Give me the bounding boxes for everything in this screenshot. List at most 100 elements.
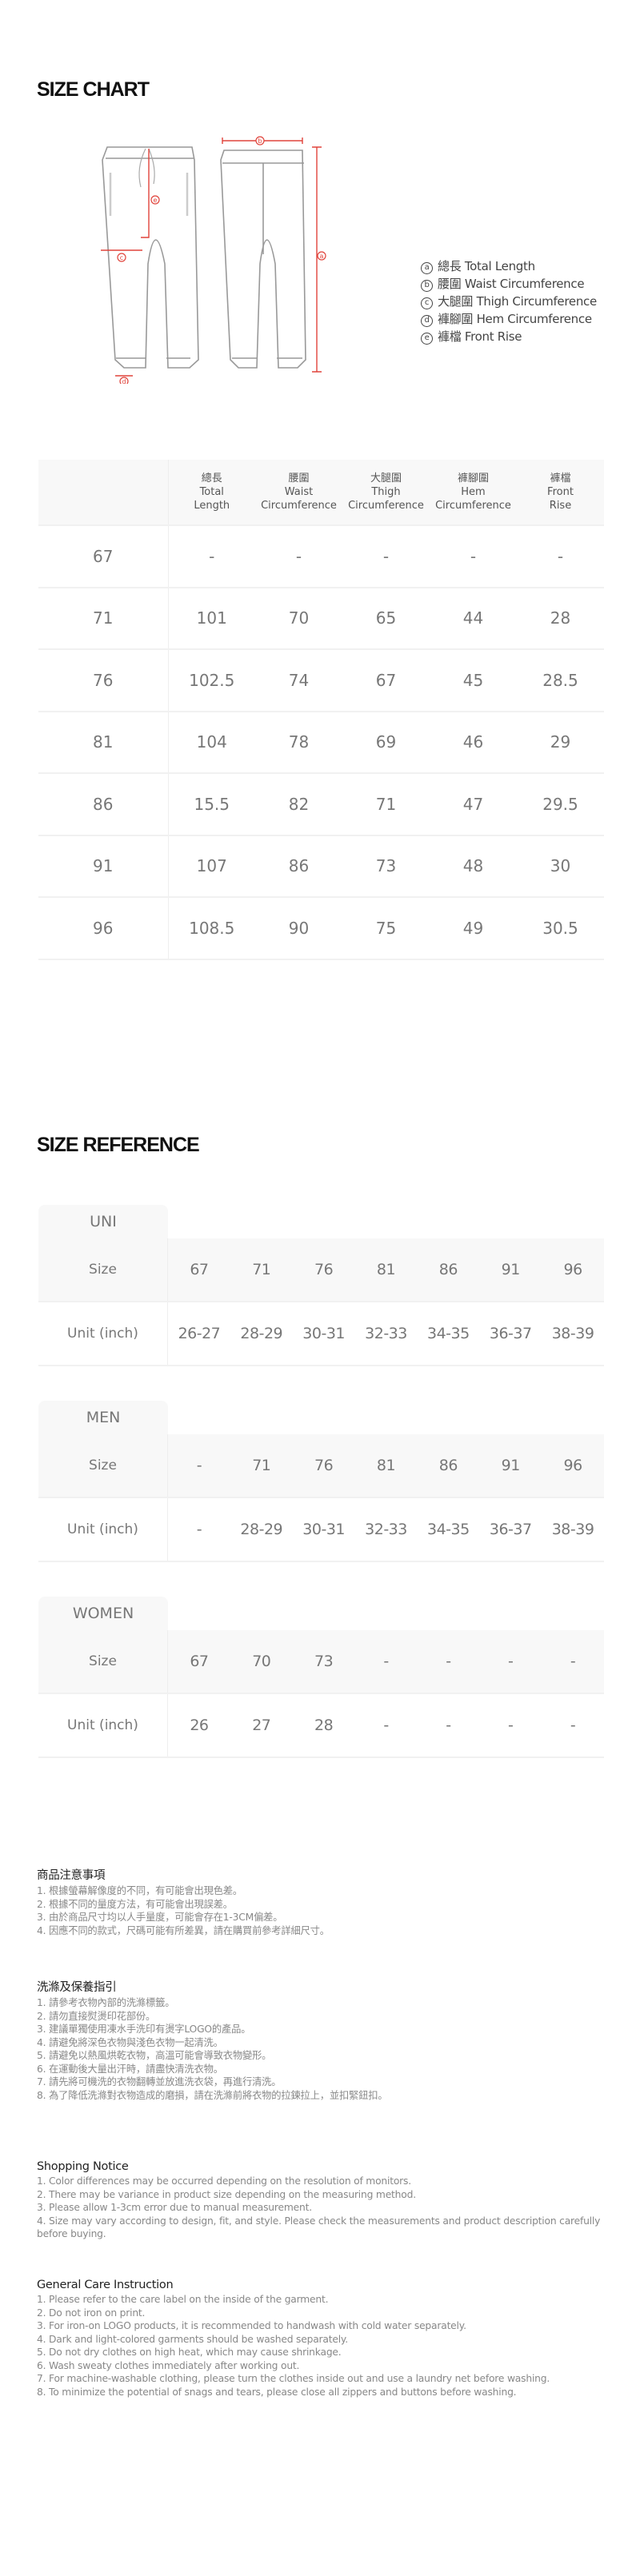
group-label: MEN [38,1401,168,1434]
notes-title: 洗滌及保養指引 [37,1981,117,1994]
size-value: 81 [376,1261,396,1278]
unit-value: - [446,1717,451,1734]
size-value: - [383,1653,389,1670]
column-header-en2: Circumference [261,500,337,512]
diagram-label-c: c [120,254,123,261]
size-value: 70 [252,1653,271,1670]
unit-value: 32-33 [365,1325,407,1342]
unit-row: Unit (inch) 26-27 28-29 30-31 32-33 34-35 36-3… [38,1302,604,1366]
size-value: 96 [563,1261,582,1278]
unit-row-label: Unit (inch) [38,1302,168,1365]
unit-value: - [383,1717,389,1734]
table-cell: - [342,525,430,588]
size-value: 73 [314,1653,334,1670]
back-pants-outline [220,150,306,369]
notes-item: 1. 請參考衣物內部的洗滌標籤。 [37,1997,175,2008]
table-row: 86 15.5 82 71 47 29.5 [38,773,604,836]
notes-section: Shopping Notice 1. Color differences may … [37,2160,613,2241]
table-cell: - [430,525,517,588]
size-value: - [446,1653,451,1670]
unit-value: 27 [252,1717,271,1734]
size-reference-women: WOMEN Size 67 70 73 - - - - Unit (inch) 26 27 28 - - - - [38,1597,604,1758]
table-cell: 74 [255,649,342,712]
column-header-en2: Circumference [435,500,511,512]
notes-section: 商品注意事項 1. 根據螢幕解像度的不同，有可能會出現色差。 2. 根據不同的量度方… [37,1866,613,1937]
table-cell: 45 [430,649,517,712]
table-cell: 44 [430,587,517,650]
table-cell: 65 [342,587,430,650]
unit-value: 26-27 [178,1325,221,1342]
column-header-en2: Rise [549,500,572,512]
table-cell: 73 [342,835,430,898]
legend-mark: c [421,297,433,309]
size-chart-title: SIZE CHART [37,78,150,101]
notes-item: 3. For iron-on LOGO products, it is reco… [37,2320,466,2331]
unit-row: Unit (inch) 26 27 28 - - - - [38,1694,604,1758]
size-value: 96 [563,1457,582,1474]
table-cell: 107 [168,835,255,898]
table-cell: 82 [255,773,342,836]
header-corner [38,460,169,526]
column-header-zh: 褲檔 [550,473,571,484]
unit-row-label: Unit (inch) [38,1694,168,1757]
table-cell: 30 [517,835,604,898]
column-header-en2: Circumference [348,500,424,512]
notes-item: 2. 請勿直接熨燙印花部份。 [37,2010,156,2022]
table-row: 96 108.5 90 75 49 30.5 [38,897,604,960]
size-cell: 67 [38,525,169,588]
size-cell: 86 [38,773,169,836]
unit-value: - [508,1717,514,1734]
legend-label: 大腿圍 Thigh Circumference [438,294,597,309]
diagram-label-b: b [258,138,262,145]
size-value: 71 [252,1457,271,1474]
size-chart-table: 總長 Total Length 腰圍 Waist Circumference 大腿圍 Thig… [38,460,604,960]
column-header-zh: 大腿圍 [370,473,402,484]
notes-item: 1. 根據螢幕解像度的不同，有可能會出現色差。 [37,1885,242,1896]
notes-item: 4. Dark and light-colored garments shoul… [37,2333,348,2345]
table-cell: 101 [168,587,255,650]
table-cell: 47 [430,773,517,836]
rise-measure-line [141,149,150,238]
size-reference-uni: UNI Size 67 71 76 81 86 91 96 Unit (inch) 26-27 28-… [38,1205,604,1366]
size-cell: 96 [38,897,169,960]
size-cell: 81 [38,711,169,774]
notes-title: General Care Instruction [37,2279,174,2291]
legend-item: a 總長 Total Length [421,257,597,275]
notes-item: 2. There may be variance in product size… [37,2188,416,2200]
size-value: 71 [252,1261,271,1278]
notes-item: 1. Please refer to the care label on the… [37,2294,329,2305]
table-cell: 48 [430,835,517,898]
size-value: - [508,1653,514,1670]
size-row: Size 67 71 76 81 86 91 96 [38,1238,604,1302]
size-cell: 91 [38,835,169,898]
table-cell: 28 [517,587,604,650]
size-cell: 71 [38,587,169,650]
table-cell: 90 [255,897,342,960]
unit-value: 34-35 [427,1521,470,1538]
unit-value: 38-39 [551,1325,594,1342]
table-cell: 70 [255,587,342,650]
legend-item: e 褲檔 Front Rise [421,328,597,345]
table-row: 71 101 70 65 44 28 [38,587,604,650]
unit-value: 36-37 [489,1325,532,1342]
size-value: 81 [376,1457,396,1474]
unit-value: 26 [190,1717,209,1734]
size-row-label: Size [38,1630,168,1693]
size-reference-title: SIZE REFERENCE [37,1134,200,1156]
size-row: Size - 71 76 81 86 91 96 [38,1434,604,1498]
size-value: 86 [438,1457,458,1474]
diagram-label-d: d [122,378,126,384]
notes-title: 商品注意事項 [37,1869,106,1882]
column-header-en1: Waist [284,486,314,498]
size-value: 67 [190,1653,209,1670]
legend-mark: d [421,315,433,327]
size-value: 67 [190,1261,209,1278]
notes-item: 5. Do not dry clothes on high heat, whic… [37,2347,342,2358]
size-value: 91 [501,1457,521,1474]
size-value: 76 [314,1457,334,1474]
unit-value: 30-31 [302,1325,345,1342]
size-reference-men: MEN Size - 71 76 81 86 91 96 Unit (inch) - 28-29 30-… [38,1401,604,1562]
notes-section: 洗滌及保養指引 1. 請參考衣物內部的洗滌標籤。 2. 請勿直接熨燙印花部份。 3. … [37,1978,613,2102]
unit-value: 32-33 [365,1521,407,1538]
table-cell: 69 [342,711,430,774]
